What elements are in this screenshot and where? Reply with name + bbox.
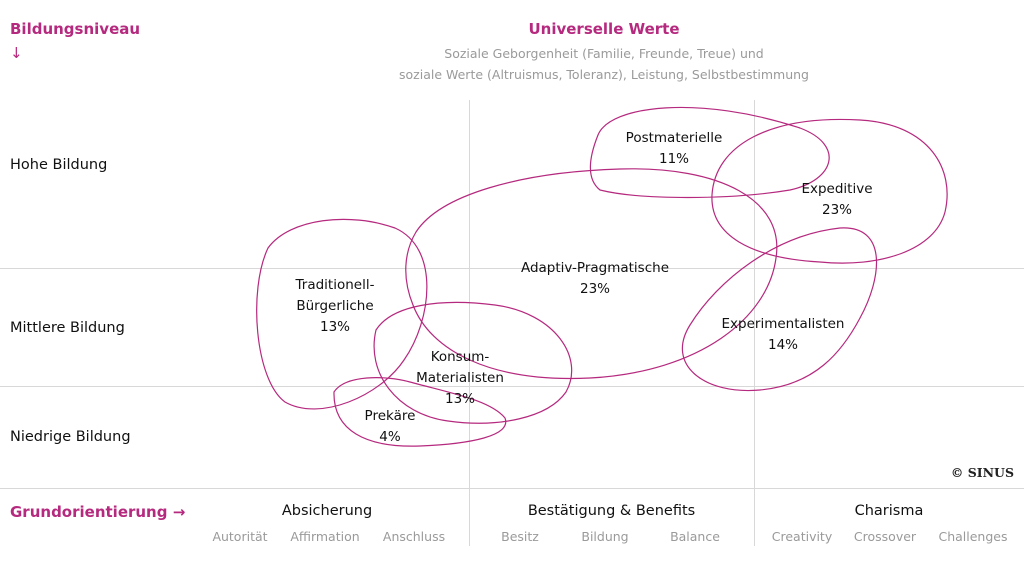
- segment-percent: 13%: [319, 319, 350, 335]
- shape-konsum: [373, 301, 573, 424]
- grid-line-bottom: [0, 488, 1024, 489]
- column-sub-label: Creativity: [771, 529, 833, 544]
- values-subtitle-line-2: soziale Werte (Altruismus, Toleranz), Le…: [399, 67, 809, 82]
- segment-traditionell-buergerliche: Traditionell- Bürgerliche 13%: [275, 275, 395, 338]
- grid-line-col-1: [469, 100, 470, 546]
- column-sub-label: Anschluss: [382, 529, 446, 544]
- column-sub-label: Balance: [670, 529, 720, 544]
- segment-konsum-materialisten: Konsum- Materialisten 13%: [400, 347, 520, 410]
- segment-name: Prekäre: [364, 408, 416, 424]
- segment-percent: 11%: [658, 151, 689, 167]
- grid-line-high-mid: [0, 268, 1024, 269]
- grid-line-col-2: [754, 100, 755, 546]
- values-subtitle-line-1: Soziale Geborgenheit (Familie, Freunde, …: [444, 46, 764, 61]
- row-label-high: Hohe Bildung: [10, 157, 108, 173]
- source-label: © SINUS: [950, 465, 1014, 480]
- column-sub-label: Affirmation: [290, 529, 360, 544]
- y-axis-title: Bildungsniveau: [10, 20, 141, 38]
- segment-name-line-2: Bürgerliche: [296, 298, 374, 314]
- shape-experimentalisten: [681, 227, 878, 392]
- shape-postmaterielle: [589, 106, 830, 199]
- column-title-charisma: Charisma: [854, 503, 924, 519]
- segment-percent: 13%: [444, 391, 475, 407]
- segment-name-line-1: Traditionell-: [295, 277, 375, 293]
- row-label-mid: Mittlere Bildung: [10, 320, 125, 336]
- shape-expeditive: [711, 118, 948, 264]
- shape-adaptiv: [405, 168, 778, 380]
- segment-percent: 4%: [379, 429, 401, 445]
- grid-line-mid-low: [0, 386, 1024, 387]
- column-title-bestaetigung: Bestätigung & Benefits: [527, 503, 696, 519]
- segment-percent: 14%: [767, 337, 798, 353]
- row-label-low: Niedrige Bildung: [10, 429, 131, 445]
- segment-name: Experimentalisten: [721, 316, 845, 332]
- x-axis-title: Grundorientierung →: [10, 503, 186, 521]
- segment-name-line-1: Konsum-: [430, 349, 490, 365]
- column-sub-label: Challenges: [938, 529, 1008, 544]
- column-sub-label: Autorität: [212, 529, 268, 544]
- segment-postmaterielle: Postmaterielle 11%: [604, 128, 744, 170]
- shape-prekaere: [333, 377, 507, 447]
- down-arrow-icon: ↓: [10, 44, 23, 62]
- segment-name-line-2: Materialisten: [416, 370, 504, 386]
- segment-name: Postmaterielle: [625, 130, 723, 146]
- segment-adaptiv-pragmatische: Adaptiv-Pragmatische 23%: [505, 258, 685, 300]
- shape-traditionell: [256, 218, 428, 410]
- column-title-absicherung: Absicherung: [281, 503, 373, 519]
- column-sub-label: Besitz: [501, 529, 539, 544]
- segment-prekaere: Prekäre 4%: [340, 406, 440, 448]
- segment-percent: 23%: [821, 202, 852, 218]
- column-sub-label: Crossover: [853, 529, 917, 544]
- segment-name: Adaptiv-Pragmatische: [520, 260, 670, 276]
- values-title: Universelle Werte: [528, 20, 680, 38]
- column-sub-label: Bildung: [581, 529, 629, 544]
- segment-name: Expeditive: [801, 181, 873, 197]
- segment-percent: 23%: [579, 281, 610, 297]
- segment-experimentalisten: Experimentalisten 14%: [703, 314, 863, 356]
- segment-expeditive: Expeditive 23%: [787, 179, 887, 221]
